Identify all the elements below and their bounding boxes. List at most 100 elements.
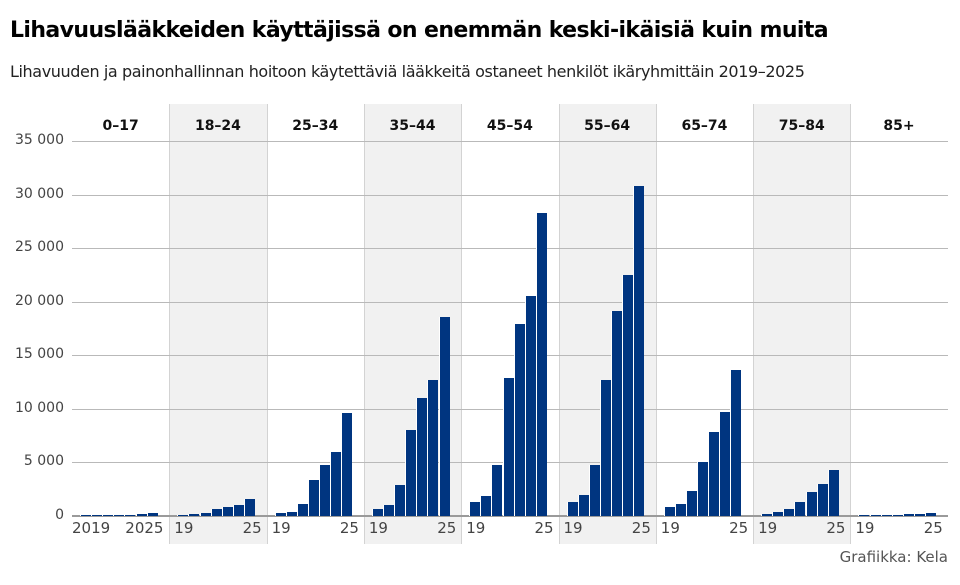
bar: [405, 430, 417, 516]
bar: [285, 511, 297, 516]
panel-divider: [559, 104, 560, 544]
bar: [330, 451, 342, 516]
y-tick-label: 30 000: [15, 186, 64, 202]
bar: [633, 186, 645, 516]
panel-divider: [656, 104, 657, 544]
bar: [827, 469, 839, 516]
bar: [469, 502, 481, 516]
bar: [535, 212, 547, 516]
bar: [794, 502, 806, 516]
age-group-label: 25–34: [292, 118, 339, 134]
bar: [772, 512, 784, 516]
bar: [622, 274, 634, 516]
bar: [783, 508, 795, 516]
x-tick-end: 25: [631, 519, 651, 537]
bar: [102, 515, 114, 516]
bar: [869, 515, 881, 516]
x-tick-start: 2019: [72, 519, 111, 537]
x-tick-end: 2025: [125, 519, 164, 537]
bar: [243, 498, 255, 516]
gridline: [72, 195, 948, 196]
age-group-label: 35–44: [389, 118, 436, 134]
age-group-label: 75–84: [778, 118, 825, 134]
x-tick-start: 19: [271, 519, 291, 537]
x-tick-end: 25: [437, 519, 457, 537]
gridline: [72, 248, 948, 249]
bar: [588, 464, 600, 516]
bar: [674, 504, 686, 516]
bar: [566, 502, 578, 516]
age-group-label: 0–17: [102, 118, 139, 134]
bar: [232, 505, 244, 516]
bar: [880, 515, 892, 516]
x-tick-start: 19: [174, 519, 194, 537]
x-tick-start: 19: [368, 519, 388, 537]
bar: [697, 462, 709, 516]
bar: [341, 413, 353, 516]
panel-divider: [850, 104, 851, 544]
y-tick-label: 10 000: [15, 400, 64, 416]
chart-subtitle: Lihavuuden ja painonhallinnan hoitoon kä…: [10, 62, 805, 81]
bar: [371, 508, 383, 516]
x-tick-end: 25: [534, 519, 554, 537]
x-tick-start: 19: [563, 519, 583, 537]
bar: [686, 491, 698, 516]
source-credit: Grafiikka: Kela: [839, 548, 948, 566]
bar: [188, 514, 200, 516]
age-group-label: 85+: [883, 118, 915, 134]
bar: [925, 513, 937, 516]
bar: [858, 515, 870, 516]
bar: [146, 512, 158, 516]
bar: [124, 514, 136, 516]
bar: [761, 513, 773, 516]
bar: [502, 377, 514, 516]
bar: [491, 464, 503, 516]
x-tick-start: 19: [758, 519, 778, 537]
bar: [383, 505, 395, 516]
bar: [199, 512, 211, 516]
bar: [599, 379, 611, 516]
y-tick-label: 25 000: [15, 239, 64, 255]
bar: [135, 513, 147, 516]
bar: [91, 515, 103, 516]
panel-divider: [267, 104, 268, 544]
age-group-label: 65–74: [681, 118, 728, 134]
x-tick-start: 19: [660, 519, 680, 537]
y-tick-label: 20 000: [15, 293, 64, 309]
bar: [577, 494, 589, 516]
bar: [913, 513, 925, 516]
panel-divider: [169, 104, 170, 544]
x-tick-end: 25: [339, 519, 359, 537]
gridline: [72, 355, 948, 356]
bar: [307, 479, 319, 516]
age-group-label: 18–24: [194, 118, 241, 134]
x-tick-end: 25: [923, 519, 943, 537]
bar: [708, 432, 720, 516]
bar: [296, 504, 308, 516]
bar: [427, 379, 439, 516]
y-tick-label: 35 000: [15, 132, 64, 148]
bar: [221, 507, 233, 516]
bar: [394, 484, 406, 516]
age-group-label: 55–64: [584, 118, 631, 134]
bar: [416, 398, 428, 516]
bar: [113, 515, 125, 516]
bar: [177, 514, 189, 516]
x-tick-end: 25: [242, 519, 262, 537]
bar: [902, 514, 914, 516]
bar: [480, 495, 492, 516]
panel-divider: [364, 104, 365, 544]
panel-shade: [169, 104, 267, 544]
gridline: [72, 302, 948, 303]
y-tick-label: 0: [55, 507, 64, 523]
x-tick-start: 19: [466, 519, 486, 537]
bar: [438, 316, 450, 516]
bar: [730, 370, 742, 516]
panel-divider: [753, 104, 754, 544]
panel-divider: [461, 104, 462, 544]
chart-title: Lihavuuslääkkeiden käyttäjissä on enemmä…: [10, 18, 829, 43]
bar: [210, 508, 222, 516]
x-tick-end: 25: [826, 519, 846, 537]
bar: [805, 492, 817, 516]
